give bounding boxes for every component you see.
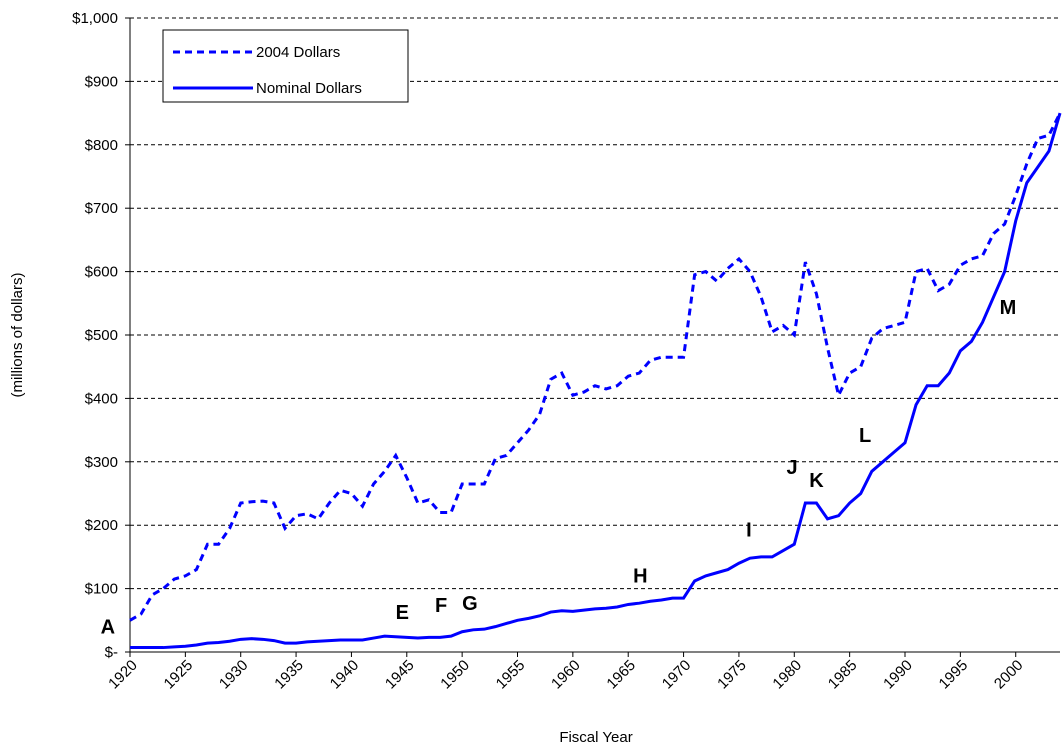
annotation: L bbox=[859, 425, 871, 447]
annotation: K bbox=[809, 470, 824, 492]
annotation: G bbox=[462, 593, 478, 615]
x-tick-label: 1955 bbox=[493, 657, 529, 693]
annotation: A bbox=[101, 617, 115, 639]
series-line bbox=[130, 112, 1062, 650]
x-tick-label: 1985 bbox=[825, 657, 861, 693]
y-tick-label: $800 bbox=[85, 137, 118, 154]
annotation: E bbox=[396, 602, 409, 624]
x-tick-label: 1980 bbox=[769, 657, 805, 693]
x-tick-label: 1990 bbox=[880, 657, 916, 693]
y-axis-label: (millions of dollars) bbox=[9, 272, 26, 397]
annotation: J bbox=[787, 457, 798, 479]
series-line bbox=[129, 112, 1062, 622]
legend-label: Nominal Dollars bbox=[256, 80, 362, 97]
x-axis-label: Fiscal Year bbox=[559, 729, 632, 746]
annotation: I bbox=[746, 520, 752, 542]
y-tick-label: $700 bbox=[85, 200, 118, 217]
x-tick-label: 1925 bbox=[161, 657, 197, 693]
annotation: F bbox=[435, 595, 447, 617]
x-tick-label: 2000 bbox=[991, 657, 1027, 693]
annotation: H bbox=[633, 565, 647, 587]
x-tick-label: 1995 bbox=[936, 657, 972, 693]
y-tick-label: $- bbox=[105, 644, 118, 661]
y-tick-label: $300 bbox=[85, 454, 118, 471]
x-tick-label: 1950 bbox=[437, 657, 473, 693]
x-tick-label: 1935 bbox=[271, 657, 307, 693]
y-tick-label: $1,000 bbox=[72, 10, 118, 27]
x-tick-label: 1945 bbox=[382, 657, 418, 693]
x-tick-label: 1975 bbox=[714, 657, 750, 693]
y-tick-label: $500 bbox=[85, 327, 118, 344]
y-tick-label: $200 bbox=[85, 517, 118, 534]
legend-label: 2004 Dollars bbox=[256, 44, 340, 61]
y-tick-label: $600 bbox=[85, 264, 118, 281]
x-tick-label: 1940 bbox=[327, 657, 363, 693]
x-tick-label: 1920 bbox=[105, 657, 141, 693]
legend-box bbox=[162, 29, 409, 103]
y-tick-label: $900 bbox=[85, 73, 118, 90]
x-tick-label: 1930 bbox=[216, 657, 252, 693]
x-tick-label: 1965 bbox=[603, 657, 639, 693]
x-tick-label: 1960 bbox=[548, 657, 584, 693]
annotation: M bbox=[1000, 297, 1017, 319]
x-tick-label: 1970 bbox=[659, 657, 695, 693]
y-tick-label: $100 bbox=[85, 581, 118, 598]
y-tick-label: $400 bbox=[85, 390, 118, 407]
